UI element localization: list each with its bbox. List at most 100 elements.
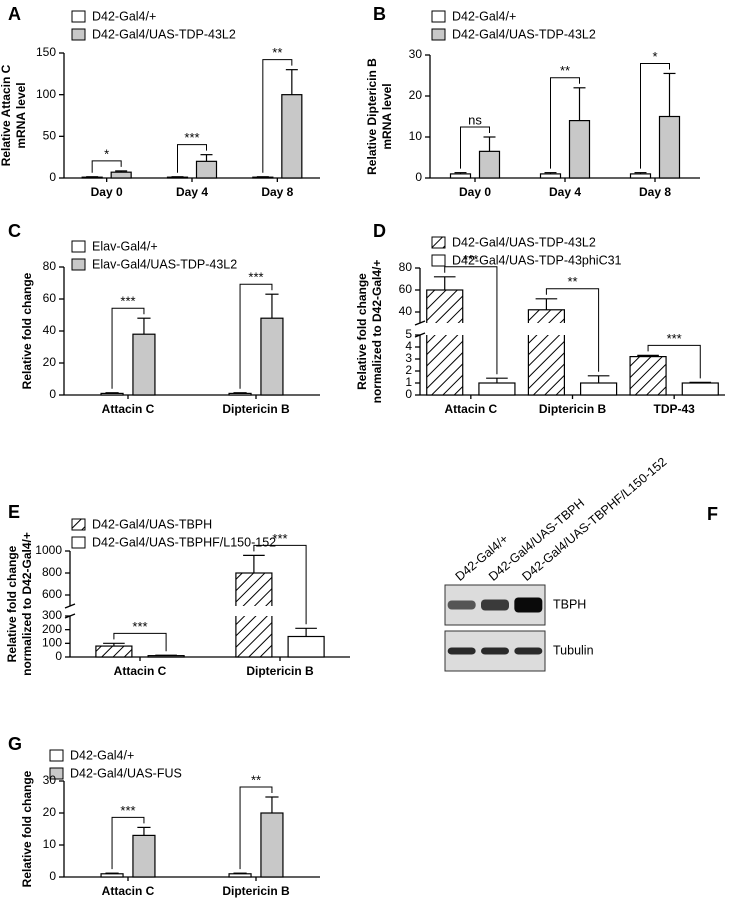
panel-label: D: [373, 221, 386, 241]
bar: [658, 115, 681, 179]
error-bar: [483, 136, 496, 152]
y-tick-label: 40: [399, 304, 413, 318]
bar: [539, 173, 562, 179]
bar: [449, 173, 472, 179]
significance-bracket: [111, 307, 145, 389]
y-axis-label: mRNA level: [14, 82, 28, 148]
bar: [228, 392, 252, 396]
error-bar: [544, 172, 557, 174]
significance-label: ***: [132, 619, 147, 634]
bar: [568, 119, 591, 179]
row-label: TBPH: [553, 597, 586, 611]
bar: [132, 333, 156, 396]
y-axis-label: normalized to D42-Gal4/+: [370, 260, 384, 404]
significance-bracket: [444, 266, 498, 375]
significance-label: ***: [120, 294, 135, 309]
error-bar: [433, 276, 456, 290]
y-tick-label: 0: [415, 170, 422, 184]
blot-band: [447, 600, 476, 610]
y-tick-label: 1000: [35, 543, 62, 557]
y-tick-label: 20: [43, 805, 57, 819]
error-bar: [663, 72, 676, 117]
significance-label: **: [251, 772, 261, 787]
significance-bracket: [647, 344, 701, 379]
y-tick-label: 20: [43, 355, 57, 369]
y-tick-label: 40: [43, 323, 57, 337]
blot-band: [514, 647, 543, 655]
x-tick-label: Diptericin B: [246, 664, 314, 678]
error-bar: [115, 170, 128, 173]
y-tick-label: 50: [43, 129, 57, 143]
error-bar: [105, 392, 119, 394]
error-bar: [265, 293, 279, 319]
y-tick-label: 3: [405, 351, 412, 365]
x-tick-label: Attacin C: [102, 402, 155, 416]
legend-swatch: [71, 258, 86, 271]
legend-label: D42-Gal4/+: [92, 9, 156, 23]
y-tick-label: 800: [42, 565, 62, 579]
blot-band: [514, 597, 543, 613]
legend-swatch: [431, 10, 446, 23]
bar: [100, 873, 124, 878]
error-bar: [535, 298, 558, 310]
x-tick-label: TDP-43: [653, 402, 695, 416]
bar: [228, 873, 252, 878]
y-tick-label: 0: [49, 387, 56, 401]
error-bar: [637, 354, 659, 357]
panel-label: C: [8, 221, 21, 241]
y-tick-label: 2: [405, 363, 412, 377]
significance-bracket: [91, 160, 122, 173]
y-tick-label: 10: [409, 129, 423, 143]
y-tick-label: 80: [43, 259, 57, 273]
legend-swatch: [71, 28, 86, 41]
x-tick-label: Day 8: [639, 185, 671, 199]
significance-bracket: [640, 62, 670, 169]
bar: [100, 392, 124, 396]
significance-label: ***: [120, 803, 135, 818]
error-bar: [105, 872, 119, 874]
panel-label: A: [8, 4, 21, 24]
significance-bracket: [460, 126, 490, 169]
significance-label: ***: [248, 270, 263, 285]
y-tick-label: 0: [405, 387, 412, 401]
significance-bracket: [113, 632, 167, 652]
legend-label: D42-Gal4/UAS-TDP-43phiC31: [452, 253, 622, 267]
legend-swatch: [431, 28, 446, 41]
significance-label: **: [272, 45, 282, 60]
legend-label: D42-Gal4/UAS-TDP-43L2: [452, 27, 596, 41]
error-bar: [103, 642, 125, 647]
bar: [260, 812, 284, 878]
legend-label: Elav-Gal4/UAS-TDP-43L2: [92, 257, 237, 271]
y-tick-label: 60: [399, 282, 413, 296]
bar-break: [527, 323, 566, 335]
significance-label: ***: [272, 531, 287, 546]
legend-label: D42-Gal4/+: [452, 9, 516, 23]
y-axis-label: Relative fold change: [5, 545, 19, 662]
axis-break: [64, 603, 76, 609]
significance-label: ***: [184, 130, 199, 145]
y-tick-label: 4: [405, 339, 412, 353]
y-tick-label: 100: [42, 636, 62, 650]
x-tick-label: Diptericin B: [539, 402, 607, 416]
bar: [426, 289, 464, 396]
significance-label: **: [560, 63, 570, 78]
x-tick-label: Day 0: [459, 185, 491, 199]
bar: [260, 317, 284, 396]
significance-bracket: [550, 77, 580, 169]
legend-swatch: [431, 236, 446, 249]
error-bar: [634, 172, 647, 174]
panel-label: B: [373, 4, 386, 24]
y-tick-label: 600: [42, 587, 62, 601]
y-tick-label: 30: [409, 47, 423, 61]
x-tick-label: Diptericin B: [222, 402, 290, 416]
y-tick-label: 10: [43, 837, 57, 851]
y-tick-label: 150: [36, 45, 56, 59]
error-bar: [200, 154, 213, 162]
significance-label: ***: [667, 331, 682, 346]
y-tick-label: 60: [43, 291, 57, 305]
significance-bracket: [239, 786, 273, 870]
y-axis-label: Relative fold change: [20, 770, 34, 887]
error-bar: [486, 377, 508, 383]
legend-label: D42-Gal4/UAS-TDP-43L2: [452, 235, 596, 249]
